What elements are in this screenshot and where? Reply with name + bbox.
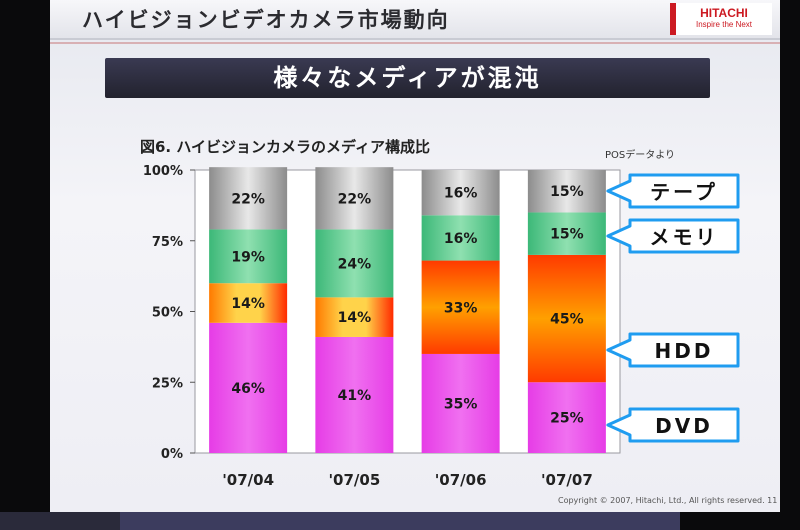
legend-callout-dvd <box>606 407 740 443</box>
data-label: 14% <box>231 296 265 312</box>
y-tick-label: 50% <box>152 306 183 321</box>
data-label: 45% <box>550 312 584 328</box>
x-tick-label: '07/04 <box>222 471 274 489</box>
legend-callout-hdd <box>606 332 740 368</box>
header-divider <box>50 42 780 44</box>
bar-hdd <box>209 283 288 323</box>
data-label: 15% <box>550 227 584 243</box>
y-tick-label: 25% <box>152 376 183 391</box>
bar-tape <box>315 167 394 230</box>
bar-memory <box>209 229 288 284</box>
data-label: 22% <box>338 191 372 207</box>
data-label: 25% <box>550 411 584 427</box>
data-label: 16% <box>444 231 478 247</box>
bar-memory <box>421 215 500 261</box>
bar-tape <box>527 170 606 213</box>
data-label: 24% <box>338 256 372 272</box>
copyright-footer: Copyright © 2007, Hitachi, Ltd., All rig… <box>558 496 778 505</box>
hitachi-logo: HITACHI Inspire the Next <box>670 3 772 35</box>
y-tick-label: 75% <box>152 235 183 250</box>
page-title: ハイビジョンビデオカメラ市場動向 <box>82 8 450 32</box>
bar-dvd <box>315 336 394 453</box>
stage-floor-left <box>0 512 130 530</box>
logo-tagline: Inspire the Next <box>695 20 753 29</box>
data-label: 19% <box>231 249 265 265</box>
data-label: 46% <box>231 381 265 397</box>
legend-label: DVD <box>655 414 713 438</box>
bar-hdd <box>421 260 500 354</box>
y-tick-label: 0% <box>161 447 183 462</box>
x-tick-label: '07/07 <box>541 471 593 489</box>
bar-memory <box>527 212 606 255</box>
data-label: 35% <box>444 396 478 412</box>
header-bar: ハイビジョンビデオカメラ市場動向 HITACHI Inspire the Nex… <box>50 0 780 40</box>
bar-dvd <box>421 353 500 453</box>
section-banner: 様々なメディアが混沌 <box>105 58 710 98</box>
bar-tape <box>209 167 288 230</box>
bar-tape <box>421 170 500 216</box>
x-tick-label: '07/06 <box>435 471 487 489</box>
data-label: 14% <box>338 310 372 326</box>
data-label: 16% <box>444 186 478 202</box>
x-tick-label: '07/05 <box>328 471 380 489</box>
logo-text: HITACHI <box>700 6 748 20</box>
legend-callout-tape <box>606 173 740 209</box>
bar-dvd <box>527 382 606 453</box>
media-share-chart: 0% 25% 50% 75% 100% 46% 14% 19% 22% '07/04 41% 14% 2… <box>143 164 740 489</box>
y-tick-label: 100% <box>143 164 183 179</box>
legend-callout-memory <box>606 218 740 254</box>
data-label: 15% <box>550 184 584 200</box>
legend-label: テープ <box>650 180 718 204</box>
legend-label: HDD <box>655 339 714 363</box>
bar-dvd <box>209 322 288 453</box>
bar-hdd <box>315 297 394 337</box>
bar-memory <box>315 229 394 298</box>
data-label: 41% <box>338 388 372 404</box>
legend-label: メモリ <box>650 225 719 249</box>
stage-floor <box>120 512 680 530</box>
data-label: 33% <box>444 300 478 316</box>
data-source-note: POSデータより <box>605 150 676 161</box>
data-label: 22% <box>231 191 265 207</box>
bar-hdd <box>527 254 606 383</box>
figure-title: 図6. ハイビジョンカメラのメディア構成比 <box>140 138 431 156</box>
